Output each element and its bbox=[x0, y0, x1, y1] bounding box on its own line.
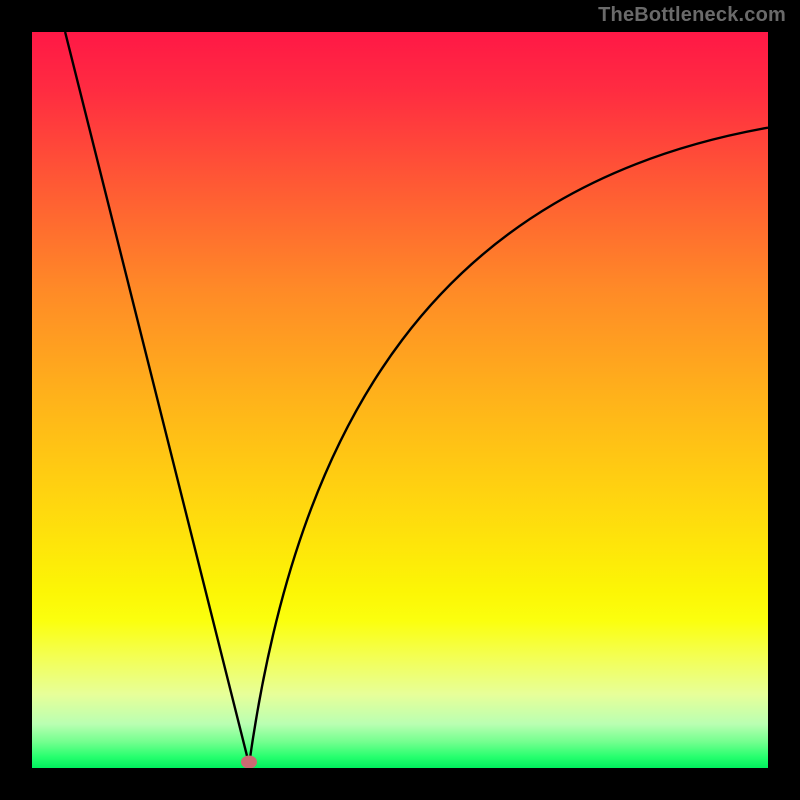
bottleneck-curve bbox=[32, 32, 768, 768]
optimum-marker bbox=[241, 756, 257, 768]
plot-area bbox=[32, 32, 768, 768]
chart-frame: TheBottleneck.com bbox=[0, 0, 800, 800]
watermark-text: TheBottleneck.com bbox=[598, 4, 786, 27]
